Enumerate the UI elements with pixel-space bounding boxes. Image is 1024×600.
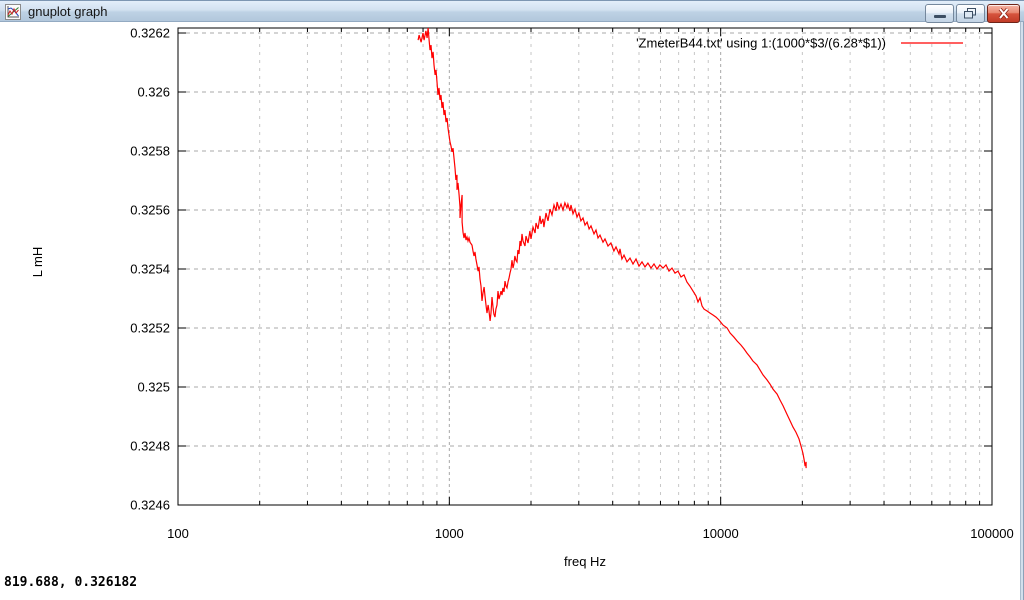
mouse-coordinates: 819.688, 0.326182 — [4, 575, 138, 590]
y-tick-label: 0.326 — [137, 85, 170, 100]
y-tick-label: 0.3254 — [130, 262, 170, 277]
y-tick-label: 0.3256 — [130, 203, 170, 218]
y-tick-label: 0.3262 — [130, 26, 170, 41]
y-tick-label: 0.3246 — [130, 498, 170, 513]
gnuplot-icon — [5, 4, 21, 20]
minimize-button[interactable] — [925, 4, 954, 23]
x-tick-label: 100000 — [970, 526, 1013, 541]
y-tick-label: 0.3248 — [130, 439, 170, 454]
x-tick-label: 10000 — [703, 526, 739, 541]
restore-icon — [964, 8, 976, 19]
restore-button[interactable] — [956, 4, 985, 23]
legend-label: 'ZmeterB44.txt' using 1:(1000*$3/(6.28*$… — [636, 36, 886, 51]
close-button[interactable] — [987, 4, 1020, 23]
plot-border — [177, 27, 993, 506]
y-axis-label: L mH — [30, 247, 45, 278]
data-curve — [417, 28, 807, 469]
y-tick-label: 0.3258 — [130, 144, 170, 159]
y-tick-label: 0.325 — [137, 380, 170, 395]
x-tick-label: 1000 — [435, 526, 464, 541]
window-right-border — [1020, 22, 1024, 600]
x-axis-label: freq Hz — [564, 554, 606, 569]
close-icon — [998, 8, 1009, 19]
minimize-icon — [933, 15, 946, 18]
x-tick-label: 100 — [167, 526, 189, 541]
y-tick-label: 0.3252 — [130, 321, 170, 336]
window-title: gnuplot graph — [28, 4, 108, 19]
title-bar[interactable]: gnuplot graph — [0, 0, 1024, 23]
